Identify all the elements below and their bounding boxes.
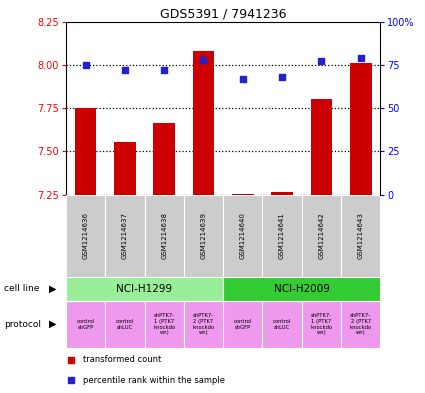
Point [67,357,74,363]
Text: control
shLUC: control shLUC [116,319,134,330]
Bar [262,301,302,348]
Text: GSM1214637: GSM1214637 [122,212,128,259]
Point [161,67,167,73]
Bar [66,277,223,301]
Bar [350,63,371,393]
Bar [232,194,254,393]
Bar [105,301,144,348]
Text: NCI-H1299: NCI-H1299 [116,284,173,294]
Text: GSM1214638: GSM1214638 [161,212,167,259]
Point [357,55,364,61]
Point [67,377,74,384]
Text: transformed count: transformed count [83,355,162,364]
Bar [184,301,223,348]
Text: shPTK7-
2 (PTK7
knockdo
wn): shPTK7- 2 (PTK7 knockdo wn) [193,313,215,335]
Text: GSM1214639: GSM1214639 [201,212,207,259]
Point [200,57,207,63]
Point [318,58,325,64]
Text: GSM1214643: GSM1214643 [358,212,364,259]
Text: shPTK7-
1 (PTK7
knockdo
wn): shPTK7- 1 (PTK7 knockdo wn) [153,313,175,335]
Point [279,74,286,80]
Text: GSM1214641: GSM1214641 [279,212,285,259]
Text: control
shLUC: control shLUC [273,319,291,330]
Bar [66,301,105,348]
Text: control
shGFP: control shGFP [234,319,252,330]
Text: GSM1214640: GSM1214640 [240,212,246,259]
Text: protocol: protocol [4,320,41,329]
Bar [105,195,144,277]
Bar [223,195,262,277]
Bar [311,99,332,393]
Bar [271,192,293,393]
Bar [223,301,262,348]
Bar [75,108,96,393]
Bar [193,51,214,393]
Bar [223,277,380,301]
Text: ▶: ▶ [49,319,57,329]
Text: control
shGFP: control shGFP [76,319,95,330]
Text: GSM1214636: GSM1214636 [82,212,88,259]
Bar [262,195,302,277]
Bar [341,301,380,348]
Text: cell line: cell line [4,285,40,293]
Bar [144,301,184,348]
Bar [302,195,341,277]
Point [82,62,89,68]
Bar [153,123,175,393]
Point [122,67,128,73]
Bar [184,195,223,277]
Text: ▶: ▶ [49,284,57,294]
Bar [144,195,184,277]
Text: shPTK7-
1 (PTK7
knockdo
wn): shPTK7- 1 (PTK7 knockdo wn) [310,313,332,335]
Text: shPTK7-
2 (PTK7
knockdo
wn): shPTK7- 2 (PTK7 knockdo wn) [350,313,372,335]
Bar [341,195,380,277]
Bar [114,142,136,393]
Point [239,75,246,82]
Title: GDS5391 / 7941236: GDS5391 / 7941236 [160,7,286,20]
Bar [66,195,105,277]
Text: GSM1214642: GSM1214642 [318,213,324,259]
Text: NCI-H2009: NCI-H2009 [274,284,330,294]
Bar [302,301,341,348]
Text: percentile rank within the sample: percentile rank within the sample [83,376,225,385]
